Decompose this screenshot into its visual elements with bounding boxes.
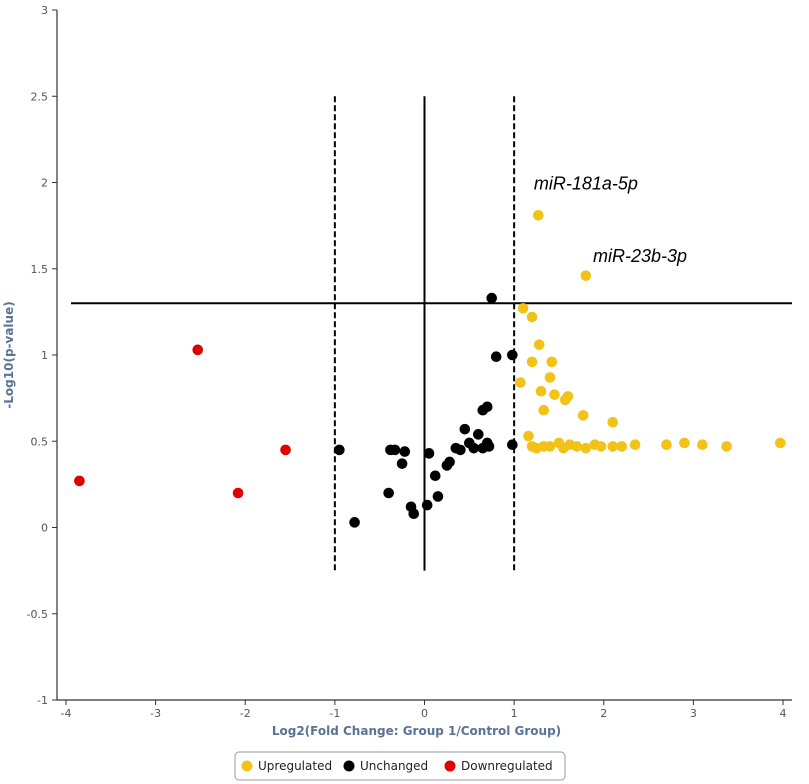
x-axis-title: Log2(Fold Change: Group 1/Control Group) — [272, 724, 561, 738]
point-unchanged — [399, 446, 411, 457]
point-unchanged — [383, 487, 394, 499]
point-upregulated — [546, 356, 558, 368]
y-tick-label: -0.5 — [27, 608, 48, 621]
y-tick-label: -1 — [37, 694, 48, 707]
point-upregulated — [517, 303, 529, 314]
point-unchanged — [486, 292, 498, 304]
legend-label: Upregulated — [258, 759, 332, 773]
point-unchanged — [429, 470, 441, 482]
x-tick-label: 0 — [421, 707, 428, 720]
point-upregulated — [533, 209, 544, 221]
point-upregulated — [538, 404, 550, 416]
point-unchanged — [396, 458, 408, 469]
point-upregulated — [775, 437, 786, 449]
point-upregulated — [580, 270, 592, 281]
x-tick-label: -1 — [329, 707, 340, 720]
x-tick-label: -4 — [60, 707, 71, 720]
point-upregulated — [535, 385, 547, 397]
point-upregulated — [526, 311, 538, 323]
point-upregulated — [679, 437, 690, 449]
point-upregulated — [580, 442, 592, 454]
legend-box — [234, 751, 566, 781]
point-upregulated — [721, 441, 732, 452]
point-upregulated — [544, 441, 556, 452]
x-tick-label: 3 — [690, 707, 697, 720]
point-unchanged — [389, 444, 401, 456]
point-unchanged — [459, 423, 471, 435]
point-unchanged — [477, 404, 489, 416]
point-unchanged — [472, 429, 484, 440]
x-tick-label: 4 — [780, 707, 787, 720]
point-upregulated — [526, 356, 538, 368]
y-tick-label: 2 — [41, 177, 48, 190]
legend: Upregulated Unchanged Downregulated — [234, 751, 566, 781]
point-upregulated — [523, 430, 534, 442]
point-upregulated — [629, 439, 641, 451]
point-unchanged — [421, 499, 433, 511]
y-tick-label: 2.5 — [31, 90, 49, 103]
point-downregulated — [280, 444, 291, 456]
point-unchanged — [423, 448, 435, 459]
data-points — [74, 209, 786, 528]
y-tick-label: 0.5 — [31, 435, 49, 448]
point-unchanged — [334, 444, 345, 456]
point-unchanged — [349, 517, 360, 528]
point-unchanged — [408, 508, 420, 519]
point-upregulated — [571, 441, 583, 452]
point-upregulated — [607, 441, 619, 452]
legend-marker-unchanged — [343, 760, 355, 772]
point-upregulated — [697, 439, 708, 451]
point-upregulated — [607, 416, 619, 428]
x-tick-label: -3 — [150, 707, 161, 720]
y-tick-label: 3 — [41, 4, 48, 17]
point-unchanged — [468, 442, 480, 454]
x-tick-label: -2 — [240, 707, 251, 720]
point-upregulated — [558, 442, 569, 454]
y-axis-title: -Log10(p-value) — [2, 301, 16, 408]
point-upregulated — [595, 441, 607, 452]
legend-marker-upregulated — [241, 760, 253, 772]
reference-lines — [71, 96, 792, 571]
y-tick-label: 1.5 — [31, 263, 49, 276]
point-unchanged — [483, 441, 495, 452]
annotations: miR-181a-5p miR-23b-3p — [534, 173, 687, 265]
legend-marker-downregulated — [444, 760, 456, 772]
point-unchanged — [507, 349, 518, 361]
point-upregulated — [544, 372, 556, 383]
point-upregulated — [616, 441, 627, 452]
point-upregulated — [533, 339, 545, 350]
axes: -4 -3 -2 -1 0 1 2 3 4 -1 -0.5 0 0.5 1 1.5 2 2.5 3 Log2(Fol… — [2, 4, 792, 738]
y-tick-label: 1 — [41, 349, 48, 362]
point-unchanged — [455, 444, 466, 456]
x-tick-label: 2 — [600, 707, 607, 720]
point-downregulated — [192, 344, 204, 356]
point-unchanged — [490, 351, 502, 363]
point-upregulated — [515, 377, 526, 388]
y-tick-label: 0 — [41, 522, 48, 535]
point-upregulated — [661, 439, 672, 451]
point-upregulated — [549, 389, 560, 400]
legend-label: Unchanged — [360, 759, 428, 773]
point-unchanged — [432, 491, 444, 502]
point-upregulated — [577, 410, 589, 421]
point-downregulated — [232, 487, 244, 499]
point-downregulated — [74, 475, 85, 487]
point-unchanged — [507, 439, 518, 451]
point-unchanged — [441, 460, 453, 471]
x-tick-label: 1 — [511, 707, 518, 720]
legend-label: Downregulated — [461, 759, 553, 773]
annotation-label: miR-181a-5p — [534, 173, 638, 193]
annotation-label: miR-23b-3p — [593, 246, 687, 266]
point-upregulated — [559, 394, 571, 406]
